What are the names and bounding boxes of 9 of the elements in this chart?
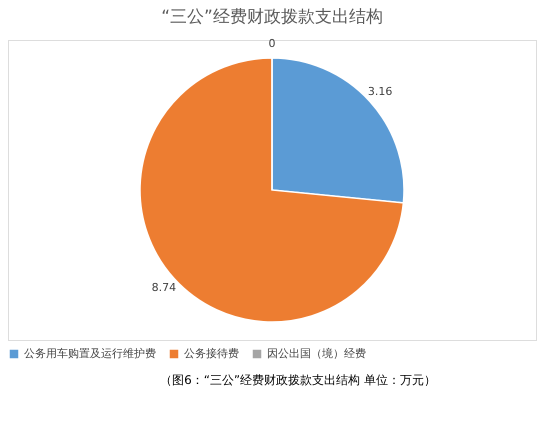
legend-label: 公务接待费 [184,347,239,360]
data-label: 3.16 [368,84,392,98]
legend-label: 因公出国（境）经费 [267,347,366,360]
pie-slice [139,57,404,322]
data-label: 8.74 [152,281,176,294]
legend-label: 公务用车购置及运行维护费 [24,347,156,360]
text: 0 [268,37,276,50]
chart-title: “三公”经费财政拨款支出结构 [161,7,383,27]
text: （图6：“三公”经费财政拨款支出结构 单位：万元） [160,373,436,387]
